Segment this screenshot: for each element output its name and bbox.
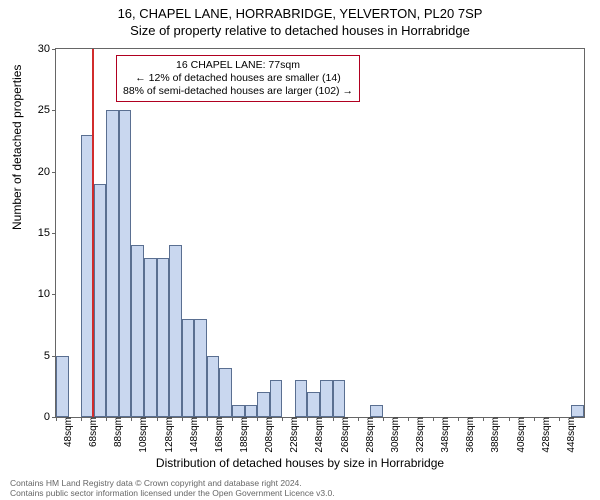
histogram-bar: [245, 405, 258, 417]
x-tick-label: 88sqm: [109, 417, 124, 447]
x-tick-mark: [408, 417, 409, 421]
histogram-bar: [119, 110, 132, 417]
x-tick-label: 168sqm: [210, 417, 225, 453]
histogram-bar: [295, 380, 308, 417]
histogram-bar: [270, 380, 283, 417]
x-tick-label: 388sqm: [486, 417, 501, 453]
histogram-bar: [370, 405, 383, 417]
x-tick-label: 348sqm: [436, 417, 451, 453]
y-tick-mark: [52, 294, 56, 295]
histogram-bar: [207, 356, 220, 417]
histogram-bar: [157, 258, 170, 417]
x-tick-label: 308sqm: [386, 417, 401, 453]
x-tick-mark: [207, 417, 208, 421]
x-tick-mark: [157, 417, 158, 421]
histogram-bar: [169, 245, 182, 417]
x-tick-label: 448sqm: [562, 417, 577, 453]
x-axis-label: Distribution of detached houses by size …: [0, 456, 600, 470]
x-tick-label: 288sqm: [361, 417, 376, 453]
histogram-bar: [131, 245, 144, 417]
x-tick-mark: [182, 417, 183, 421]
x-tick-mark: [232, 417, 233, 421]
x-tick-label: 408sqm: [512, 417, 527, 453]
x-tick-label: 328sqm: [411, 417, 426, 453]
x-tick-label: 368sqm: [461, 417, 476, 453]
histogram-bar: [333, 380, 346, 417]
x-tick-mark: [509, 417, 510, 421]
x-tick-mark: [534, 417, 535, 421]
x-tick-mark: [383, 417, 384, 421]
annotation-line: 16 CHAPEL LANE: 77sqm: [123, 59, 353, 72]
y-tick-mark: [52, 49, 56, 50]
x-tick-mark: [81, 417, 82, 421]
histogram-bar: [320, 380, 333, 417]
histogram-bar: [194, 319, 207, 417]
x-tick-mark: [257, 417, 258, 421]
y-tick-mark: [52, 233, 56, 234]
x-tick-mark: [458, 417, 459, 421]
y-axis-label: Number of detached properties: [10, 65, 24, 230]
x-tick-mark: [106, 417, 107, 421]
x-tick-mark: [433, 417, 434, 421]
x-tick-label: 68sqm: [84, 417, 99, 447]
y-tick-mark: [52, 172, 56, 173]
x-tick-mark: [333, 417, 334, 421]
y-tick-mark: [52, 110, 56, 111]
x-tick-label: 268sqm: [336, 417, 351, 453]
x-tick-label: 108sqm: [134, 417, 149, 453]
chart-container: 16, CHAPEL LANE, HORRABRIDGE, YELVERTON,…: [0, 0, 600, 500]
histogram-bar: [144, 258, 157, 417]
property-marker-line: [92, 49, 94, 417]
chart-subtitle: Size of property relative to detached ho…: [0, 21, 600, 38]
x-tick-mark: [307, 417, 308, 421]
x-tick-mark: [559, 417, 560, 421]
annotation-box: 16 CHAPEL LANE: 77sqm← 12% of detached h…: [116, 55, 360, 102]
x-tick-mark: [483, 417, 484, 421]
x-tick-mark: [282, 417, 283, 421]
histogram-bar: [182, 319, 195, 417]
histogram-bar: [307, 392, 320, 417]
histogram-bar: [94, 184, 107, 417]
histogram-bar: [56, 356, 69, 417]
x-tick-mark: [358, 417, 359, 421]
footer-line1: Contains HM Land Registry data © Crown c…: [10, 478, 335, 488]
x-tick-label: 188sqm: [235, 417, 250, 453]
histogram-bar: [232, 405, 245, 417]
x-tick-label: 148sqm: [185, 417, 200, 453]
histogram-bar: [106, 110, 119, 417]
histogram-bar: [571, 405, 584, 417]
x-tick-label: 248sqm: [310, 417, 325, 453]
plot-region: 05101520253048sqm68sqm88sqm108sqm128sqm1…: [55, 48, 585, 418]
histogram-bar: [219, 368, 232, 417]
histogram-bar: [257, 392, 270, 417]
annotation-line: ← 12% of detached houses are smaller (14…: [123, 72, 353, 85]
x-tick-label: 48sqm: [59, 417, 74, 447]
x-tick-label: 228sqm: [285, 417, 300, 453]
x-tick-label: 428sqm: [537, 417, 552, 453]
x-tick-label: 208sqm: [260, 417, 275, 453]
chart-area: 05101520253048sqm68sqm88sqm108sqm128sqm1…: [55, 48, 585, 418]
footer-attribution: Contains HM Land Registry data © Crown c…: [10, 478, 335, 498]
annotation-line: 88% of semi-detached houses are larger (…: [123, 85, 353, 98]
footer-line2: Contains public sector information licen…: [10, 488, 335, 498]
page-title: 16, CHAPEL LANE, HORRABRIDGE, YELVERTON,…: [0, 0, 600, 21]
x-tick-label: 128sqm: [160, 417, 175, 453]
x-tick-mark: [56, 417, 57, 421]
x-tick-mark: [131, 417, 132, 421]
